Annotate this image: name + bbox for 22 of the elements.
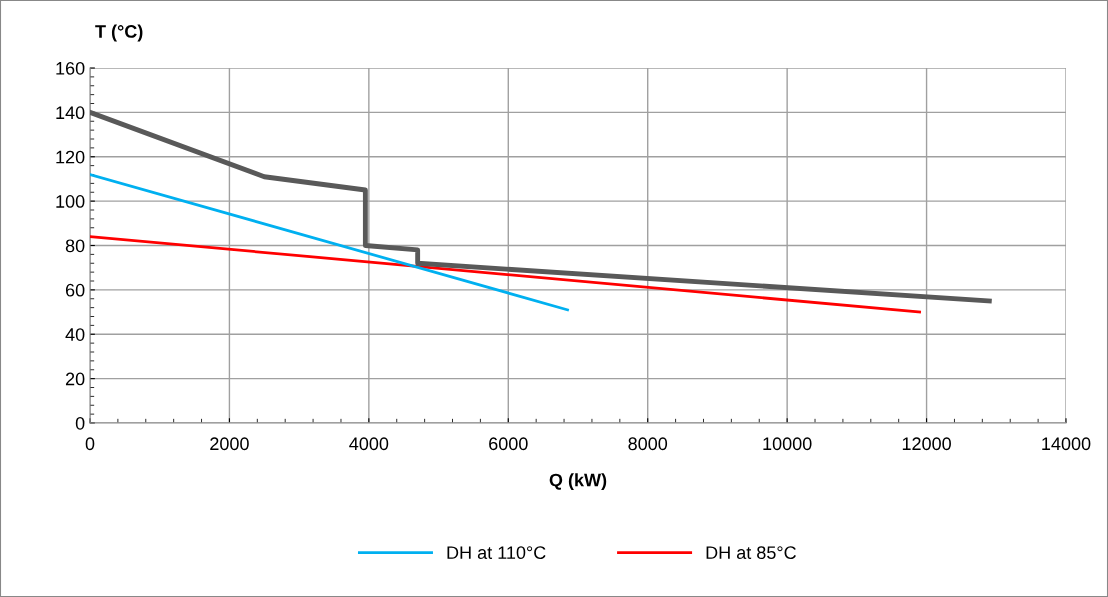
y-axis-title: T (°C) <box>95 24 143 42</box>
x-axis-title: Q (kW) <box>549 473 607 490</box>
x-tick-label: 8000 <box>628 437 668 451</box>
x-tick-label: 14000 <box>1042 437 1091 451</box>
y-tick-label: 0 <box>75 416 85 430</box>
y-tick-label: 60 <box>65 283 85 297</box>
y-tick-label: 120 <box>56 150 85 164</box>
y-tick-label: 40 <box>65 328 85 341</box>
x-tick-label: 10000 <box>763 437 812 451</box>
x-tick-label: 12000 <box>902 437 951 451</box>
y-tick-label: 80 <box>65 239 85 253</box>
y-tick-label: 140 <box>56 106 85 120</box>
x-tick-label: 2000 <box>210 437 249 451</box>
y-tick-label: 20 <box>65 372 85 386</box>
x-tick-label: 6000 <box>489 437 528 451</box>
line-series <box>90 109 992 304</box>
y-tick-label: 160 <box>56 61 85 75</box>
legend-label: DH at 85°C <box>706 546 796 560</box>
x-tick-label: 0 <box>85 437 95 451</box>
y-tick-label: 100 <box>56 195 85 208</box>
x-tick-label: 4000 <box>349 437 389 451</box>
legend-label: DH at 110°C <box>447 546 546 560</box>
